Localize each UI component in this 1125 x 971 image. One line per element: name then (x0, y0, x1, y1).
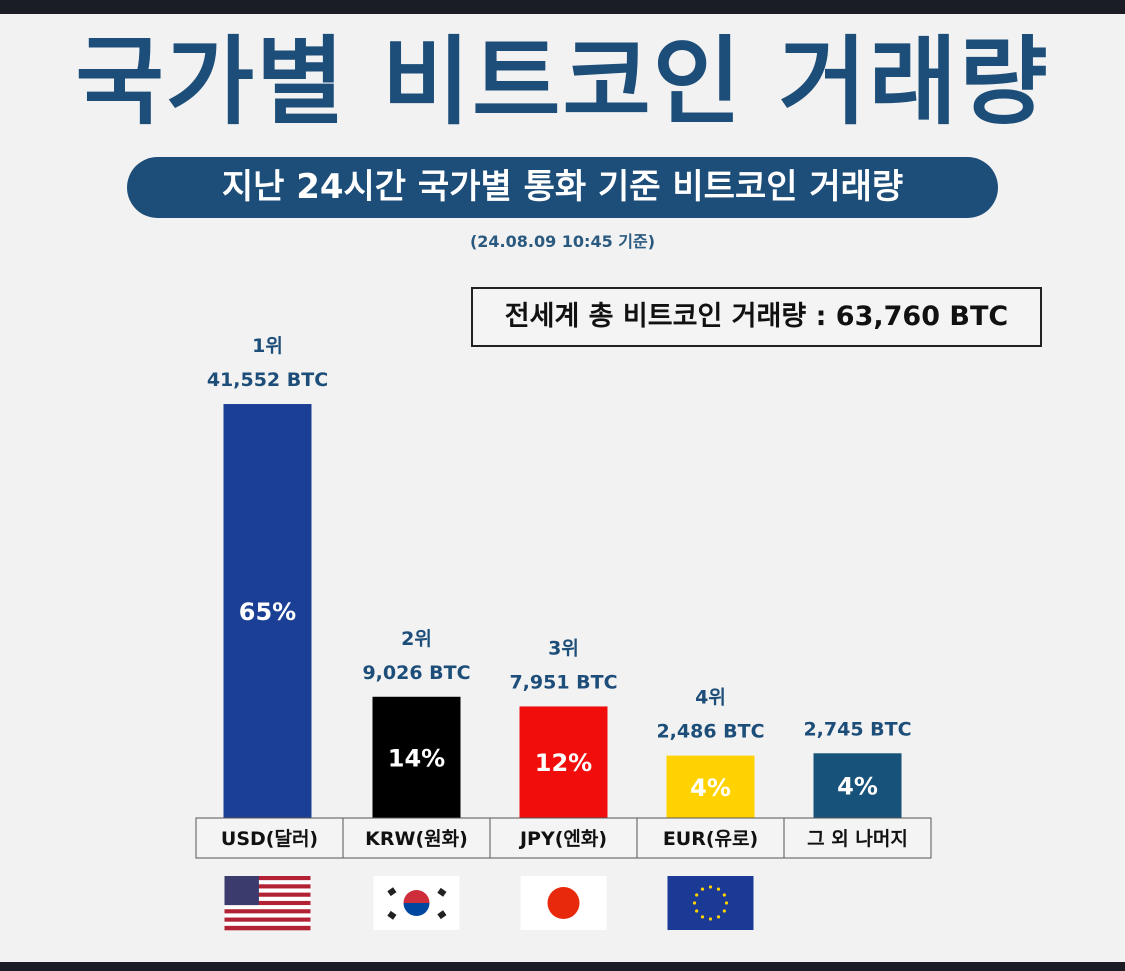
flag-star (695, 893, 699, 897)
flag-taegeuk-bottom (403, 903, 430, 916)
bar-rank-label: 1위 (252, 335, 283, 357)
flag-stripe (224, 896, 311, 902)
category-cell (195, 817, 344, 859)
bar-4 (813, 753, 902, 818)
flag-trigram (387, 910, 397, 920)
bar-percent-label: 14% (388, 744, 445, 772)
flag-star (700, 915, 705, 919)
flag-stripe (224, 917, 311, 922)
flag-trigram (387, 887, 397, 897)
page-title: 국가별 비트코인 거래량 (75, 26, 1050, 138)
flag-stripe (224, 909, 311, 914)
flag-canton (224, 876, 259, 906)
flag-star (700, 887, 705, 891)
bar-3 (666, 755, 755, 818)
flag-stripe (224, 921, 311, 927)
bar-percent-label: 12% (535, 749, 592, 777)
bar-percent-label: 4% (690, 774, 731, 802)
flag-stripe (224, 892, 311, 898)
flag-stripe (224, 876, 311, 881)
flag-stripe (224, 925, 311, 931)
flag-star (716, 915, 721, 919)
bar-value-label: 41,552 BTC (207, 369, 328, 391)
kr-flag-icon (373, 876, 460, 930)
flag-star (716, 887, 721, 891)
flag-taegeuk-top (403, 890, 430, 903)
flag-bg (667, 876, 754, 930)
flag-star (708, 917, 713, 921)
category-cell (783, 817, 932, 859)
flag-stripe (224, 888, 311, 893)
flag-stripe (224, 913, 311, 918)
bar-1 (372, 696, 461, 818)
flag-trigram (437, 910, 447, 920)
flag-star (695, 909, 699, 913)
flag-stripe (224, 900, 311, 906)
category-cell (342, 817, 491, 859)
us-flag-icon (224, 876, 311, 931)
category-label: EUR(유로) (663, 828, 758, 850)
bar-value-label: 2,745 BTC (803, 718, 911, 740)
jp-flag-icon (520, 876, 607, 930)
bar-2 (519, 706, 608, 818)
bar-value-label: 7,951 BTC (509, 671, 617, 693)
bar-rank-label: 4위 (695, 687, 726, 709)
bar-value-label: 2,486 BTC (656, 721, 764, 743)
flag-star (708, 885, 713, 889)
bar-percent-label: 65% (239, 598, 296, 626)
flag-stripe (224, 884, 311, 889)
eu-flag-icon (667, 876, 754, 930)
bar-rank-label: 3위 (548, 637, 579, 659)
flag-trigram (437, 887, 447, 897)
bar-value-label: 9,026 BTC (362, 662, 470, 684)
category-label: KRW(원화) (365, 828, 468, 850)
flag-star (724, 901, 729, 905)
date-note: (24.08.09 10:45 기준) (469, 232, 656, 251)
bar-rank-label: 2위 (401, 628, 432, 650)
total-volume-box: 전세계 총 비트코인 거래량 : 63,760 BTC (471, 287, 1042, 347)
bar-0 (223, 404, 312, 818)
category-cell (636, 817, 785, 859)
flag-star (692, 901, 697, 905)
flag-star (722, 909, 726, 913)
flag-star (722, 893, 726, 897)
bar-percent-label: 4% (837, 773, 878, 801)
flag-stripe (224, 880, 311, 885)
flag-sun (547, 887, 580, 919)
category-label: JPY(엔화) (518, 828, 607, 850)
flag-stripe (224, 905, 311, 910)
category-cell (489, 817, 638, 859)
category-label: USD(달러) (221, 828, 318, 850)
bottom-dark-bar (0, 962, 1125, 971)
category-label: 그 외 나머지 (807, 828, 908, 850)
subtitle-banner: 지난 24시간 국가별 통화 기준 비트코인 거래량 (127, 157, 998, 218)
top-dark-bar (0, 0, 1125, 14)
